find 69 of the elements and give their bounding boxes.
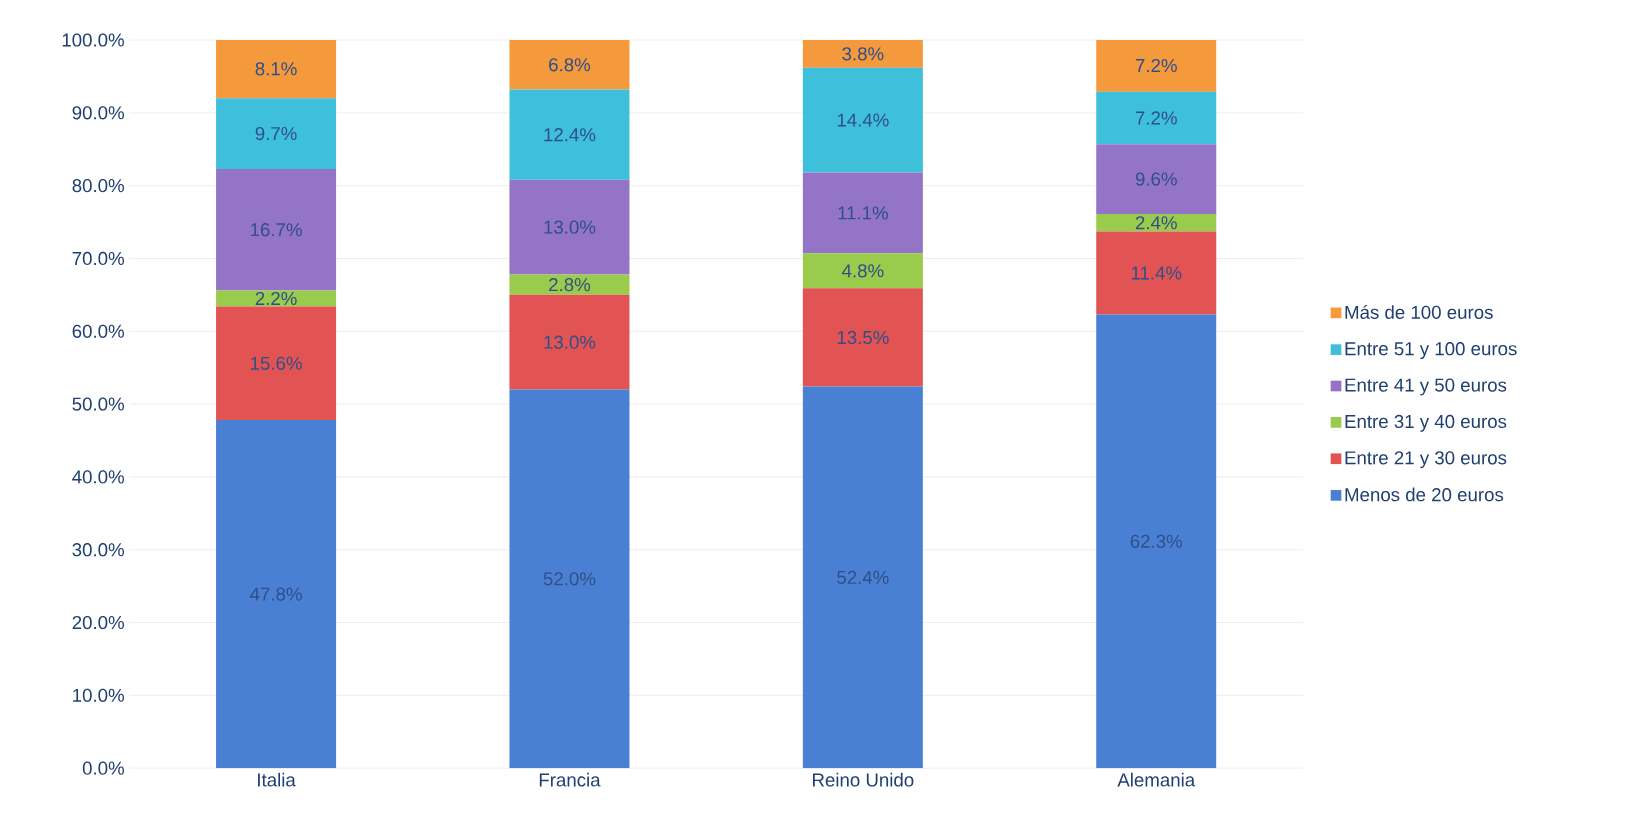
bar [216, 420, 337, 769]
bar [802, 386, 923, 769]
bar [216, 290, 337, 307]
bar [216, 40, 337, 99]
data-label: 12.4% [544, 128, 596, 142]
bar [1096, 40, 1217, 92]
bar [509, 89, 630, 181]
legend-label: Menos de 20 euros [1345, 487, 1504, 502]
bar [802, 172, 923, 254]
data-label: 47.8% [250, 587, 302, 601]
data-label: 2.2% [255, 292, 297, 306]
bar [509, 274, 630, 296]
bar [216, 169, 337, 291]
data-label: 13.0% [544, 335, 596, 350]
legend-label: Entre 41 y 50 euros [1345, 378, 1507, 396]
bar [1096, 231, 1217, 315]
data-label: 6.8% [549, 58, 591, 72]
y-tick-label: 10.0% [73, 688, 124, 703]
legend-label: Entre 51 y 100 euros [1345, 342, 1517, 360]
bar [509, 180, 630, 275]
legend-label: Entre 31 y 40 euros [1345, 415, 1507, 433]
y-tick-label: 20.0% [72, 616, 124, 630]
data-label: 3.8% [842, 47, 884, 61]
bar [509, 40, 630, 90]
data-label: 15.6% [251, 356, 302, 371]
bar [216, 306, 337, 421]
legend-label: Más de 100 euros [1345, 305, 1493, 320]
y-tick-label: 60.0% [72, 324, 124, 339]
bar [802, 288, 923, 387]
bar [802, 40, 923, 68]
x-tick-label: Francia [539, 773, 601, 787]
bar [509, 295, 630, 390]
data-label: 8.1% [255, 62, 297, 76]
data-label: 11.1% [838, 206, 888, 220]
bar [1096, 91, 1217, 145]
bar [1096, 214, 1217, 232]
bar [1096, 144, 1217, 215]
bar [216, 98, 337, 170]
x-tick-label: Alemania [1117, 773, 1196, 787]
bar [802, 67, 923, 173]
legend-label: Entre 21 y 30 euros [1345, 451, 1507, 469]
data-label: 7.2% [1135, 111, 1177, 125]
data-label: 2.4% [1135, 216, 1177, 230]
data-label: 13.0% [544, 220, 596, 234]
y-tick-label: 90.0% [72, 106, 124, 120]
y-tick-label: 0.0% [82, 761, 124, 776]
data-label: 2.8% [549, 278, 591, 292]
data-label: 9.7% [255, 127, 297, 141]
data-label: 9.6% [1135, 172, 1177, 186]
data-label: 14.4% [837, 113, 889, 127]
y-tick-label: 80.0% [72, 179, 124, 193]
data-label: 13.5% [837, 331, 889, 345]
data-label: 11.4% [1131, 266, 1182, 280]
y-tick-label: 40.0% [72, 470, 124, 484]
y-tick-label: 70.0% [72, 252, 124, 266]
data-label: 62.3% [1130, 534, 1183, 549]
y-tick-label: 30.0% [72, 543, 124, 557]
y-tick-label: 50.0% [72, 397, 124, 411]
data-label: 52.4% [837, 571, 889, 585]
x-tick-label: Italia [258, 773, 296, 787]
data-label: 7.2% [1135, 59, 1177, 73]
x-tick-label: Reino Unido [813, 773, 914, 787]
y-tick-label: 100.0% [62, 33, 124, 47]
data-label: 52.0% [543, 572, 596, 586]
data-label: 4.8% [841, 264, 884, 278]
bar [802, 253, 923, 289]
bar [1096, 314, 1217, 769]
bar [509, 389, 630, 769]
data-label: 16.7% [251, 223, 302, 237]
